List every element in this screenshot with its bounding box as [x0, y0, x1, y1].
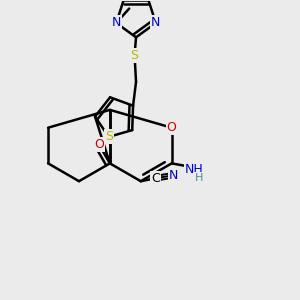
Text: NH: NH	[184, 163, 203, 176]
Text: S: S	[130, 49, 139, 62]
Text: N: N	[151, 16, 160, 29]
Text: O: O	[167, 121, 177, 134]
Text: S: S	[105, 130, 113, 143]
Text: N: N	[169, 169, 178, 182]
Text: C: C	[151, 172, 160, 185]
Text: N: N	[112, 16, 121, 29]
Text: O: O	[94, 138, 104, 151]
Text: H: H	[195, 173, 203, 183]
